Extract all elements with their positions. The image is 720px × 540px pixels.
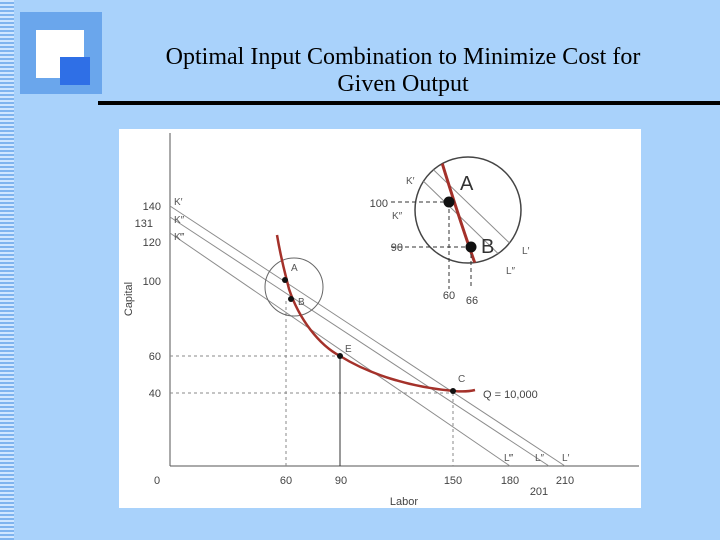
label-l2: L″	[535, 453, 545, 464]
y-axis-title: Capital	[123, 282, 135, 316]
inset-label-k2: K″	[392, 211, 403, 222]
inset-circle	[414, 156, 522, 264]
point-b-label: B	[298, 297, 305, 308]
cost-minimization-diagram: A B E C Q = 10,000 140 131 120 100 60 40…	[119, 129, 641, 508]
inset-y-tick-90: 90	[391, 242, 403, 254]
slide-title: Optimal Input Combination to Minimize Co…	[98, 44, 708, 98]
isocost-line-k2-l2	[169, 216, 550, 467]
y-tick-131: 131	[135, 218, 153, 230]
point-a-label: A	[291, 263, 298, 274]
isocost-line-k3-l3	[169, 232, 511, 467]
point-e	[337, 353, 343, 359]
isoquant-label: Q = 10,000	[483, 389, 538, 401]
label-l3: L‴	[504, 453, 514, 464]
isocost-line-k1-l1	[169, 205, 566, 467]
left-decorative-stripe	[0, 0, 14, 540]
inset-point-a	[443, 196, 455, 208]
y-tick-40: 40	[149, 388, 161, 400]
logo-square-accent	[60, 57, 90, 85]
x-tick-201: 201	[530, 486, 548, 498]
zoom-circle	[264, 257, 324, 317]
point-c	[450, 388, 456, 394]
inset-x-tick-66: 66	[466, 295, 478, 307]
label-l1: L′	[562, 453, 570, 464]
label-k3: K‴	[174, 232, 185, 243]
inset-label-k1: K′	[406, 176, 415, 187]
inset-label-l1: L′	[522, 246, 530, 257]
inset-point-a-label: A	[460, 173, 474, 195]
point-c-label: C	[458, 374, 465, 385]
inset-point-b	[465, 241, 477, 253]
y-tick-140: 140	[143, 201, 161, 213]
inset-isocost-k2	[415, 172, 515, 263]
inset-x-tick-60: 60	[443, 290, 455, 302]
x-tick-210: 210	[556, 475, 574, 487]
slide-title-line-2: Given Output	[337, 71, 469, 97]
inset-magnified-view: A B K′ K″ L′ L″ 100 90 60 66	[370, 156, 530, 307]
x-tick-150: 150	[444, 475, 462, 487]
y-tick-100: 100	[143, 276, 161, 288]
x-axis-title: Labor	[390, 496, 418, 508]
inset-label-l2: L″	[506, 266, 516, 277]
y-tick-120: 120	[143, 237, 161, 249]
title-underline	[98, 101, 720, 105]
point-a	[282, 277, 288, 283]
x-tick-60: 60	[280, 475, 292, 487]
origin-label: 0	[154, 475, 160, 487]
point-b	[288, 296, 294, 302]
y-tick-60: 60	[149, 351, 161, 363]
label-k1: K′	[174, 197, 183, 208]
label-k2: K″	[174, 215, 185, 226]
slide-title-line-1: Optimal Input Combination to Minimize Co…	[165, 44, 641, 70]
x-tick-180: 180	[501, 475, 519, 487]
inset-point-b-label: B	[481, 236, 494, 258]
point-e-label: E	[345, 344, 352, 355]
x-tick-90: 90	[335, 475, 347, 487]
inset-y-tick-100: 100	[370, 198, 388, 210]
